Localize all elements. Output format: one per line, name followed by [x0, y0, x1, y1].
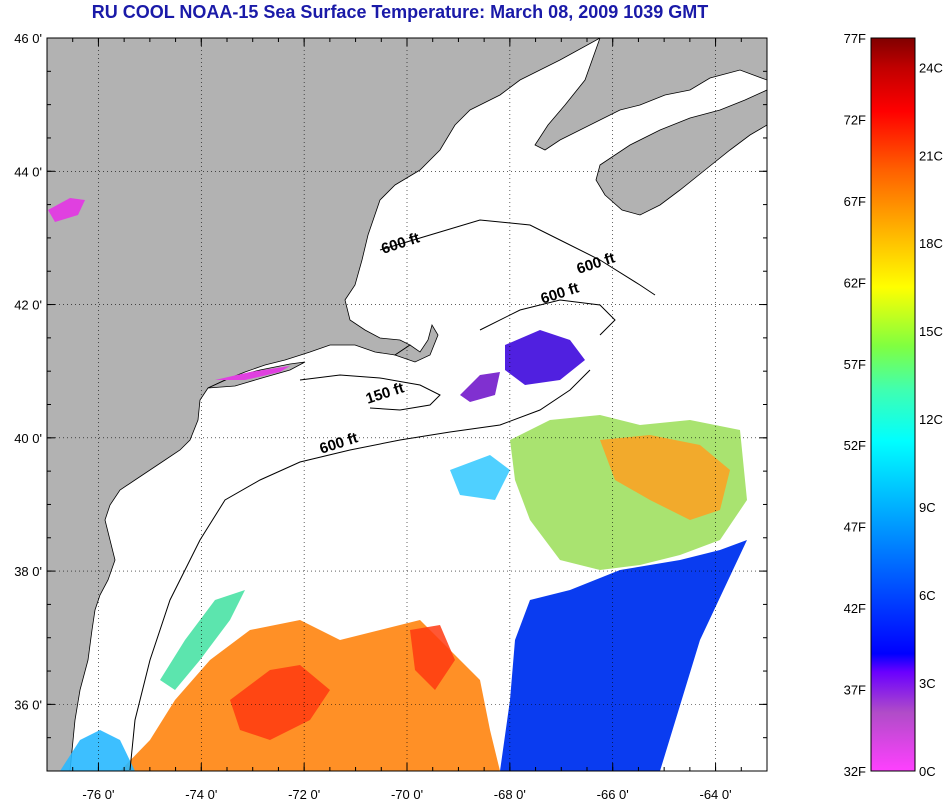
colorbar-f-label: 52F [844, 438, 866, 453]
axis-ticks [46, 37, 768, 772]
map-title: RU COOL NOAA-15 Sea Surface Temperature:… [91, 2, 709, 22]
land-mass-nova-scotia [595, 89, 767, 216]
colorbar-f-label: 67F [844, 194, 866, 209]
sst-swath-hot2 [410, 625, 455, 690]
x-tick-label: -68 0' [494, 787, 526, 802]
y-tick-label: 40 0' [14, 431, 42, 446]
colorbar-f-label: 77F [844, 31, 866, 46]
colorbar-f-label: 37F [844, 683, 866, 698]
colorbar: 77F 72F 67F 62F 57F 52F 47F 42F 37F 32F 24C 21C 18C… [844, 31, 943, 779]
colorbar-c-label: 3C [919, 676, 936, 691]
land-mass-cape-cod [394, 323, 439, 363]
colorbar-c-label: 21C [919, 148, 943, 163]
sst-swath-cyan-patch [450, 455, 510, 500]
x-tick-label: -64 0' [700, 787, 732, 802]
colorbar-c-label: 15C [919, 324, 943, 339]
sst-patch-nantucket [460, 372, 500, 402]
colorbar-c-label: 12C [919, 412, 943, 427]
x-tick-label: -76 0' [82, 787, 114, 802]
sst-patch-maine [48, 198, 85, 222]
sst-patch-georges [505, 330, 585, 385]
sst-swath-hot [230, 665, 330, 740]
land-mass-canada [534, 38, 767, 151]
axis-tick-labels: -76 0' -74 0' -72 0' -70 0' -68 0' -66 0' -64 … [14, 31, 731, 802]
colorbar-f-label: 32F [844, 764, 866, 779]
colorbar-c-label: 9C [919, 500, 936, 515]
contour-600ft-gulf [379, 219, 656, 296]
sst-swath-cool-west [160, 590, 245, 690]
colorbar-c-label: 18C [919, 236, 943, 251]
colorbar-celsius-labels: 24C 21C 18C 15C 12C 9C 6C 3C 0C [919, 60, 943, 779]
y-tick-label: 42 0' [14, 298, 42, 313]
colorbar-f-label: 62F [844, 275, 866, 290]
colorbar-f-label: 47F [844, 520, 866, 535]
x-tick-label: -70 0' [391, 787, 423, 802]
x-tick-label: -72 0' [288, 787, 320, 802]
contour-150ft [299, 374, 441, 411]
x-tick-label: -74 0' [185, 787, 217, 802]
y-tick-label: 44 0' [14, 164, 42, 179]
sst-swath-cool-edge [60, 730, 135, 771]
colorbar-c-label: 6C [919, 588, 936, 603]
colorbar-f-label: 57F [844, 357, 866, 372]
x-tick-label: -66 0' [597, 787, 629, 802]
sst-swath-cold-offshore [500, 540, 747, 771]
contour-600ft-shelf [129, 369, 591, 771]
colorbar-c-label: 0C [919, 764, 936, 779]
colorbar-gradient [870, 37, 916, 772]
sst-patch-li-sound [215, 366, 290, 380]
sst-swath-orange-north [600, 435, 730, 520]
y-tick-label: 38 0' [14, 564, 42, 579]
colorbar-f-label: 42F [844, 601, 866, 616]
colorbar-f-label: 72F [844, 112, 866, 127]
land-mass-us-coast [47, 38, 601, 771]
y-tick-label: 46 0' [14, 31, 42, 46]
y-tick-label: 36 0' [14, 697, 42, 712]
colorbar-c-label: 24C [919, 60, 943, 75]
colorbar-fahrenheit-labels: 77F 72F 67F 62F 57F 52F 47F 42F 37F 32F [844, 31, 866, 779]
